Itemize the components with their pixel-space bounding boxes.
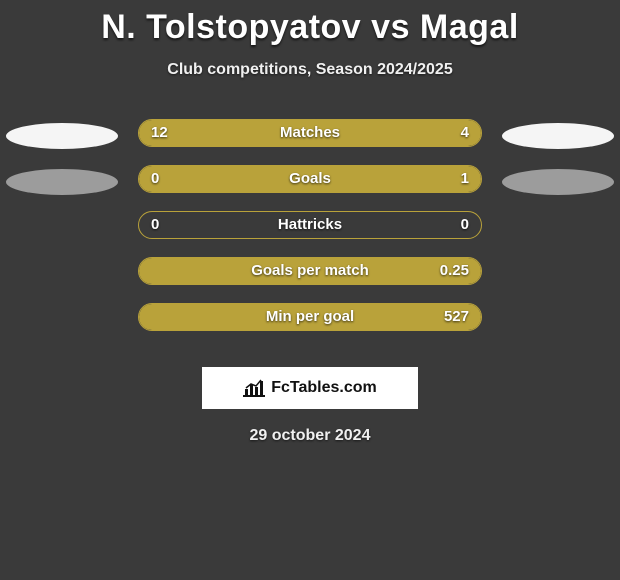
stat-row: Goals per match0.25 (0, 257, 620, 303)
stat-row: Min per goal527 (0, 303, 620, 349)
stat-rows: Matches124 Goals01 Hattricks0 0 Goals per ma… (0, 119, 620, 349)
player-left-marker (6, 123, 118, 149)
stat-bar: Goals per match0.25 (138, 257, 482, 285)
stat-bar: Goals01 (138, 165, 482, 193)
brand-text: FcTables.com (271, 379, 377, 397)
player-left-marker (6, 169, 118, 195)
subtitle: Club competitions, Season 2024/2025 (0, 61, 620, 79)
brand-box: FcTables.com (202, 367, 418, 409)
stat-row: Matches124 (0, 119, 620, 165)
player-right-marker (502, 123, 614, 149)
bar-fill-right (139, 304, 481, 330)
stat-row: Hattricks0 0 (0, 211, 620, 257)
stat-bar: Matches124 (138, 119, 482, 147)
stat-bar: Min per goal527 (138, 303, 482, 331)
stat-bar: Hattricks0 0 (138, 211, 482, 239)
bar-fill-left (139, 120, 385, 146)
bar-fill-right (385, 120, 481, 146)
bar-fill-left (139, 166, 201, 192)
stat-row: Goals01 (0, 165, 620, 211)
stat-label: Hattricks (139, 216, 481, 233)
bar-fill-right (139, 258, 481, 284)
comparison-chart: N. Tolstopyatov vs Magal Club competitio… (0, 0, 620, 580)
stat-value-left: 0 (151, 216, 159, 233)
date: 29 october 2024 (0, 427, 620, 445)
bar-fill-right (201, 166, 481, 192)
page-title: N. Tolstopyatov vs Magal (0, 0, 620, 47)
stat-value-right: 0 (461, 216, 469, 233)
chart-icon (243, 379, 265, 397)
player-right-marker (502, 169, 614, 195)
